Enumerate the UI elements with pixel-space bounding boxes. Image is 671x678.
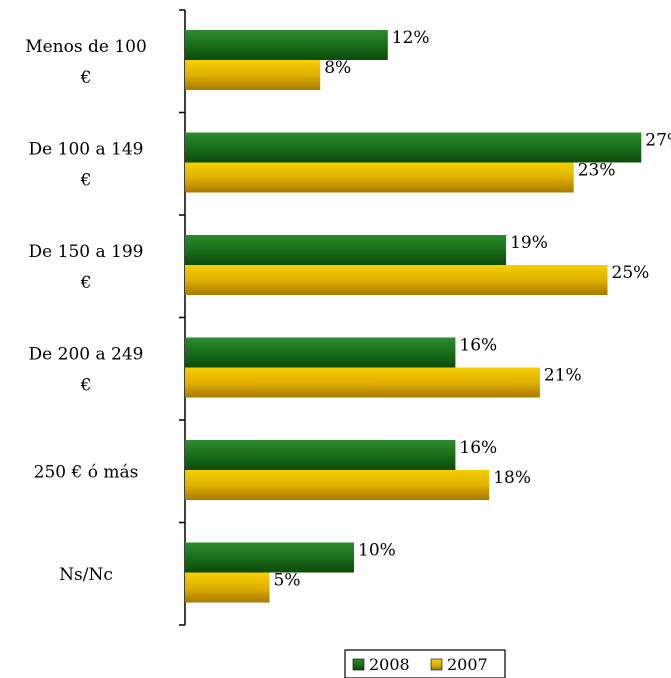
data-label: 18% [493, 468, 531, 488]
category-label: 250 € ó más [34, 462, 139, 482]
bar-2008 [185, 30, 388, 60]
data-label: 27% [645, 131, 671, 151]
data-label: 21% [544, 366, 582, 386]
bar-2008 [185, 132, 642, 163]
bar-2008 [185, 337, 456, 368]
bar-2008 [185, 235, 507, 265]
bar-2008 [185, 542, 354, 573]
legend-swatch [352, 658, 365, 671]
data-label: 25% [612, 263, 650, 283]
legend-label: 2007 [447, 655, 488, 674]
category-label: De 150 a 199 € [29, 242, 144, 293]
data-label: 16% [459, 336, 497, 356]
legend: 2008 2007 [344, 649, 506, 678]
category-label: De 100 a 149 € [29, 139, 144, 190]
bar-2008 [185, 440, 456, 470]
legend-box [344, 649, 506, 678]
axis-group [179, 9, 186, 626]
data-label: 8% [324, 58, 351, 78]
data-label: 5% [274, 571, 301, 591]
bar-2007 [185, 60, 321, 90]
bar-2007 [185, 572, 270, 603]
bar-2007 [185, 367, 540, 398]
bar-2007 [185, 162, 574, 193]
data-label: 16% [459, 438, 497, 458]
legend-label: 2008 [369, 655, 410, 674]
category-label: Ns/Nc [59, 565, 113, 585]
bar-2007 [185, 265, 608, 295]
labels-group: Menos de 100€ 12% 8% De 100 a 149€ 27% 23% De … [25, 28, 671, 591]
legend-swatch [430, 658, 443, 671]
bar-2007 [185, 470, 490, 500]
bars-group [185, 30, 642, 603]
category-label: Menos de 100 € [25, 37, 147, 88]
category-label: De 200 a 249 € [29, 344, 144, 395]
data-label: 19% [510, 233, 548, 253]
data-label: 12% [392, 28, 430, 48]
data-label: 23% [578, 161, 616, 181]
data-label: 10% [358, 541, 396, 561]
